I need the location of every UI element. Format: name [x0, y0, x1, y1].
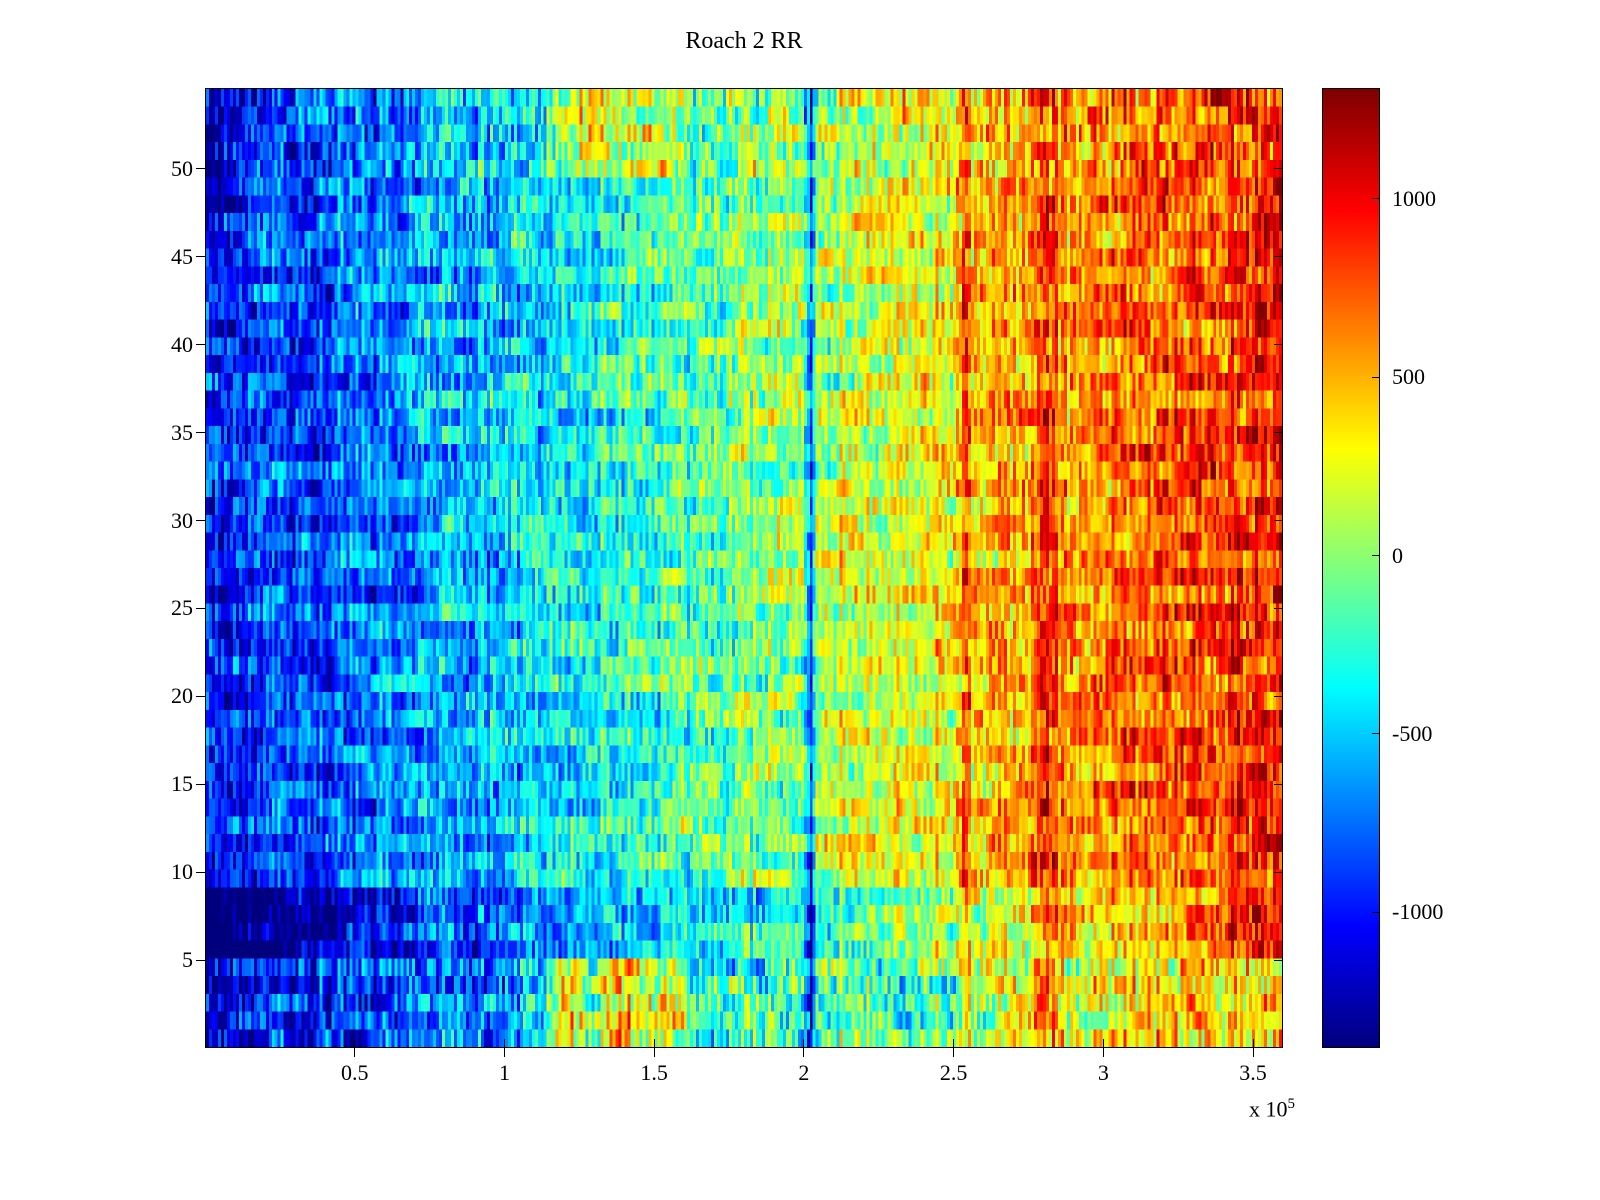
y-tick-mark-right — [1274, 607, 1283, 609]
y-tick-label: 25 — [171, 595, 193, 621]
colorbar-tick-mark — [1372, 555, 1380, 556]
y-tick-label: 15 — [171, 771, 193, 797]
y-tick-mark-right — [1274, 783, 1283, 785]
x-tick-mark — [1252, 1048, 1254, 1057]
x-axis-offset-label: x 105 — [1185, 1096, 1295, 1122]
y-tick-mark-right — [1274, 168, 1283, 170]
x-tick-label: 1 — [498, 1060, 510, 1085]
x-tick-mark-inner — [503, 1039, 505, 1047]
y-tick-label: 45 — [171, 243, 193, 269]
y-tick-mark — [196, 256, 205, 258]
colorbar — [1322, 88, 1380, 1048]
x-tick-mark-inner — [1102, 1039, 1104, 1047]
x-tick-mark — [953, 1048, 955, 1057]
x-tick-label: 0.5 — [340, 1060, 369, 1085]
y-tick-label: 10 — [171, 859, 193, 885]
y-tick-mark-right — [1274, 256, 1283, 258]
y-tick-mark — [196, 520, 205, 522]
colorbar-tick-mark — [1372, 911, 1380, 913]
y-tick-label: 50 — [171, 155, 193, 181]
y-tick-label: 30 — [171, 507, 193, 533]
x-offset-exponent: 5 — [1287, 1096, 1296, 1112]
y-tick-mark — [196, 783, 205, 785]
colorbar-tick-label: 1000 — [1392, 185, 1436, 211]
x-tick-mark — [803, 1048, 805, 1057]
colorbar-tick-mark — [1372, 198, 1380, 200]
x-tick-label: 1.5 — [640, 1060, 668, 1085]
chart-title: Roach 2 RR — [685, 28, 803, 54]
y-tick-mark — [196, 344, 205, 346]
x-tick-mark — [354, 1048, 356, 1057]
y-tick-label: 35 — [171, 419, 193, 445]
y-tick-mark-right — [1274, 520, 1283, 522]
colorbar-tick-mark — [1372, 376, 1380, 378]
x-tick-mark-inner — [1252, 1039, 1254, 1047]
y-tick-mark — [196, 871, 205, 873]
x-tick-mark — [653, 1048, 655, 1057]
y-tick-mark — [196, 959, 205, 961]
y-tick-mark-right — [1274, 871, 1283, 873]
x-tick-label: 3 — [1097, 1060, 1109, 1085]
colorbar-gradient — [1323, 89, 1379, 1047]
y-tick-mark — [196, 607, 205, 609]
y-tick-mark — [196, 695, 205, 697]
y-tick-label: 40 — [171, 331, 193, 357]
x-tick-mark-inner — [653, 1039, 655, 1047]
y-tick-mark-right — [1274, 959, 1283, 961]
y-tick-mark — [196, 168, 205, 170]
heatmap-canvas — [206, 89, 1282, 1047]
x-tick-mark-inner — [803, 1039, 805, 1047]
colorbar-tick-label: 0 — [1392, 542, 1403, 568]
x-tick-mark — [1102, 1048, 1104, 1057]
y-tick-mark — [196, 432, 205, 434]
x-offset-prefix: x 10 — [1249, 1096, 1288, 1122]
x-tick-mark — [503, 1048, 505, 1057]
colorbar-tick-label: 500 — [1392, 364, 1425, 390]
y-tick-label: 5 — [182, 947, 193, 973]
x-tick-mark-inner — [953, 1039, 955, 1047]
y-tick-mark-right — [1274, 432, 1283, 434]
colorbar-tick-label: -500 — [1392, 720, 1433, 746]
x-tick-mark-inner — [354, 1039, 356, 1047]
x-tick-label: 2.5 — [939, 1060, 968, 1085]
plot-area — [205, 88, 1283, 1048]
y-tick-mark-right — [1274, 695, 1283, 697]
x-tick-label: 3.5 — [1239, 1060, 1267, 1085]
y-tick-mark-right — [1274, 344, 1283, 346]
colorbar-tick-mark — [1372, 733, 1380, 735]
colorbar-tick-label: -1000 — [1392, 899, 1444, 925]
x-tick-label: 2 — [798, 1060, 810, 1085]
y-tick-label: 20 — [171, 683, 193, 709]
